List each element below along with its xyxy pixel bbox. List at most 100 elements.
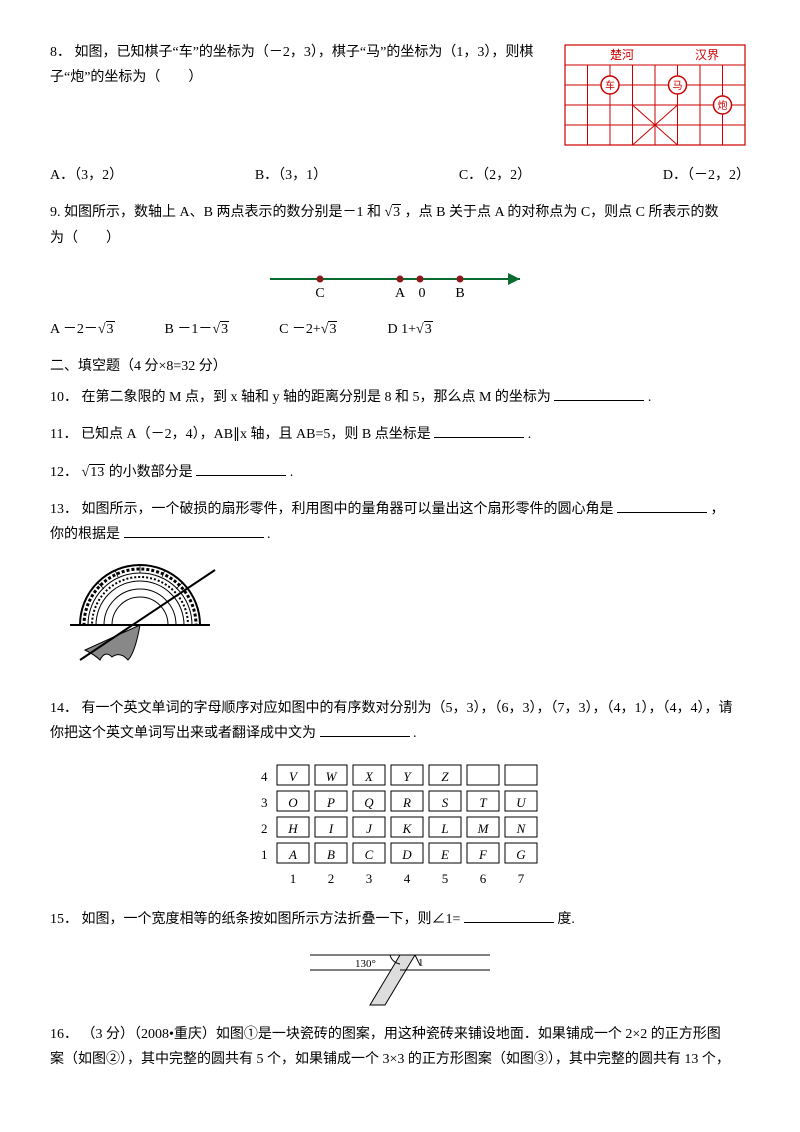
- svg-text:E: E: [440, 847, 449, 862]
- question-10: 10． 在第二象限的 M 点，到 x 轴和 y 轴的距离分别是 8 和 5，那么…: [50, 385, 750, 410]
- question-13: 13． 如图所示，一个破损的扇形零件，利用图中的量角器可以量出这个扇形零件的圆心…: [50, 497, 750, 685]
- svg-text:M: M: [477, 821, 490, 836]
- svg-text:W: W: [326, 769, 338, 784]
- svg-text:7: 7: [518, 871, 525, 886]
- q10-blank: [554, 386, 644, 401]
- svg-text:L: L: [440, 821, 448, 836]
- svg-text:I: I: [328, 821, 334, 836]
- q9-text-b: ，点 B 关于点 A 的对称点为 C，则点 C 所表示的数: [405, 205, 719, 220]
- svg-text:A: A: [395, 286, 406, 301]
- q15-text-a: 如图，一个宽度相等的纸条按如图所示方法折叠一下，则∠1=: [82, 912, 461, 927]
- q13-blank-1: [617, 498, 707, 513]
- q10-text: 在第二象限的 M 点，到 x 轴和 y 轴的距离分别是 8 和 5，那么点 M …: [82, 390, 551, 405]
- q13-tail: .: [267, 527, 271, 542]
- q11-tail: .: [528, 427, 532, 442]
- q8-opt-c: C．（2，2）: [459, 163, 531, 188]
- q14-number: 14．: [50, 701, 78, 716]
- q11-blank: [434, 423, 524, 438]
- q15-blank: [464, 908, 554, 923]
- svg-text:R: R: [402, 795, 411, 810]
- q16-number: 16．: [50, 1027, 78, 1042]
- svg-text:K: K: [402, 821, 413, 836]
- q15-text-b: 度.: [557, 912, 575, 927]
- svg-text:U: U: [516, 795, 527, 810]
- svg-text:0: 0: [419, 286, 426, 301]
- q15-number: 15．: [50, 912, 78, 927]
- svg-text:5: 5: [442, 871, 449, 886]
- svg-text:车: 车: [605, 79, 615, 92]
- svg-text:2: 2: [261, 821, 268, 836]
- svg-text:T: T: [479, 795, 487, 810]
- q8-number: 8．: [50, 45, 71, 60]
- q16-text-a: （3 分）（2008•重庆）如图①是一块瓷砖的图案，用这种瓷砖来铺设地面．如果铺…: [82, 1027, 721, 1042]
- question-9: 9. 如图所示，数轴上 A、B 两点表示的数分别是－1 和 3 ，点 B 关于点…: [50, 200, 750, 342]
- q9-opt-c: C －2+3: [279, 317, 337, 342]
- svg-text:A: A: [288, 847, 297, 862]
- question-15: 15． 如图，一个宽度相等的纸条按如图所示方法折叠一下，则∠1= 度. 130°…: [50, 907, 750, 1010]
- svg-text:6: 6: [480, 871, 487, 886]
- q9-opt-b: B －1－3: [165, 317, 230, 342]
- svg-text:2: 2: [328, 871, 335, 886]
- q10-number: 10．: [50, 390, 78, 405]
- q13-number: 13．: [50, 502, 78, 517]
- q8-opt-a: A．（3，2）: [50, 163, 123, 188]
- q16-text-b: 案（如图②），其中完整的圆共有 5 个，如果铺成一个 3×3 的正方形图案（如图…: [50, 1052, 730, 1067]
- svg-text:S: S: [442, 795, 449, 810]
- q8-figure: 楚河 汉界 车 马 炮: [560, 40, 750, 159]
- svg-text:Q: Q: [364, 795, 374, 810]
- q9-options: A －2－3 B －1－3 C －2+3 D 1+3: [50, 317, 750, 342]
- svg-text:马: 马: [673, 80, 683, 92]
- q13-figure: [50, 555, 750, 684]
- svg-text:1: 1: [290, 871, 297, 886]
- q14-tail: .: [413, 726, 417, 741]
- svg-text:炮: 炮: [718, 99, 728, 112]
- svg-text:1: 1: [261, 847, 268, 862]
- svg-text:P: P: [326, 795, 335, 810]
- q11-text: 已知点 A（－2，4），AB∥x 轴，且 AB=5，则 B 点坐标是: [81, 427, 431, 442]
- q12-blank: [196, 461, 286, 476]
- svg-text:B: B: [327, 847, 335, 862]
- svg-text:4: 4: [261, 769, 268, 784]
- svg-text:D: D: [401, 847, 412, 862]
- q14-text-b: 你把这个英文单词写出来或者翻译成中文为: [50, 726, 316, 741]
- section-2-header: 二、填空题（4 分×8=32 分）: [50, 354, 750, 379]
- svg-text:Z: Z: [441, 769, 449, 784]
- svg-text:楚河: 楚河: [610, 48, 634, 62]
- svg-text:3: 3: [366, 871, 373, 886]
- q14-text-a: 有一个英文单词的字母顺序对应如图中的有序数对分别为（5，3），（6，3），（7，…: [82, 701, 733, 716]
- q10-tail: .: [648, 390, 652, 405]
- question-12: 12． 13 的小数部分是 .: [50, 460, 750, 485]
- q9-text-c: 为（ ）: [50, 231, 120, 246]
- q13-blank-2: [124, 523, 264, 538]
- q8-opt-b: B．（3，1）: [255, 163, 327, 188]
- q8-options: A．（3，2） B．（3，1） C．（2，2） D．（－2，2）: [50, 163, 750, 188]
- svg-text:O: O: [288, 795, 298, 810]
- q11-number: 11．: [50, 427, 77, 442]
- q8-text: 如图，已知棋子“车”的坐标为（－2，3），棋子“马”的坐标为（1，3），则棋子“…: [50, 45, 533, 85]
- svg-text:X: X: [364, 769, 374, 784]
- q13-text-c: 你的根据是: [50, 527, 120, 542]
- q14-blank: [320, 722, 410, 737]
- svg-text:N: N: [516, 821, 527, 836]
- svg-text:C: C: [365, 847, 374, 862]
- svg-text:130°: 130°: [355, 958, 376, 970]
- sqrt13-icon: 13: [82, 460, 106, 485]
- svg-text:C: C: [315, 286, 324, 301]
- q13-text-b: ，: [711, 502, 725, 517]
- q12-text: 的小数部分是: [109, 465, 193, 480]
- question-14: 14． 有一个英文单词的字母顺序对应如图中的有序数对分别为（5，3），（6，3）…: [50, 696, 750, 894]
- svg-text:4: 4: [404, 871, 411, 886]
- svg-text:汉界: 汉界: [695, 48, 719, 62]
- q15-figure: 130° 1: [50, 940, 750, 1010]
- question-16: 16． （3 分）（2008•重庆）如图①是一块瓷砖的图案，用这种瓷砖来铺设地面…: [50, 1022, 750, 1072]
- q14-figure: 4VWXYZ3OPQRSTU2HIJKLMN1ABCDEFG1234567: [50, 755, 750, 895]
- q9-number: 9.: [50, 205, 61, 220]
- q9-opt-d: D 1+3: [387, 317, 432, 342]
- q9-opt-a: A －2－3: [50, 317, 115, 342]
- svg-text:F: F: [478, 847, 488, 862]
- sqrt3-icon: 3: [384, 200, 401, 225]
- svg-text:H: H: [287, 821, 298, 836]
- q13-text-a: 如图所示，一个破损的扇形零件，利用图中的量角器可以量出这个扇形零件的圆心角是: [82, 502, 614, 517]
- svg-text:B: B: [455, 286, 464, 301]
- q9-figure: C A 0 B: [50, 259, 750, 309]
